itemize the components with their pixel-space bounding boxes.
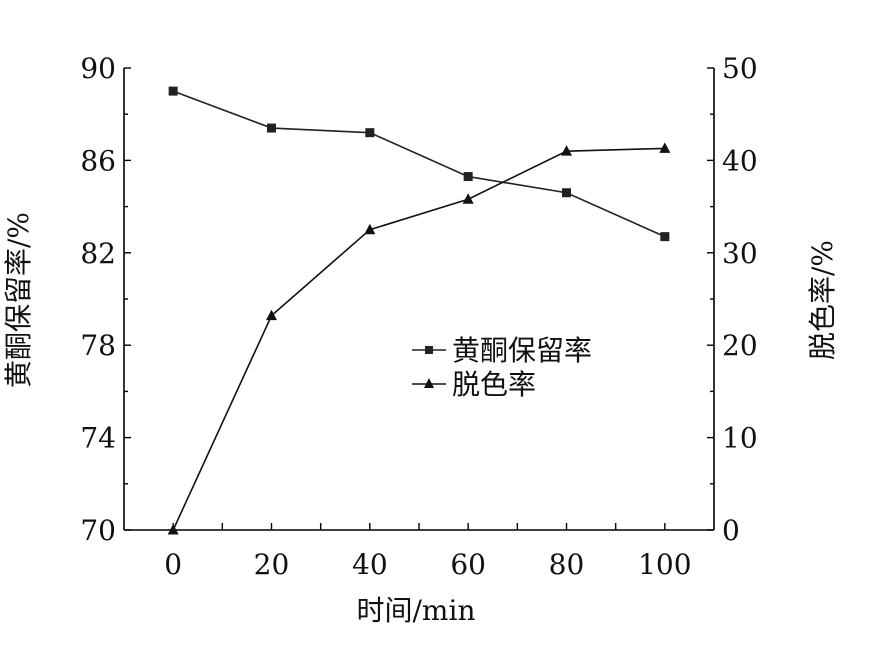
series-layer <box>167 86 671 535</box>
axes <box>123 68 715 531</box>
x-tick-label: 0 <box>164 548 182 581</box>
data-point-flavone-retention <box>660 232 670 242</box>
x-tick-label: 20 <box>254 548 290 581</box>
data-point-decolorization <box>266 309 277 321</box>
right-y-tick-label: 40 <box>722 144 758 177</box>
left-y-tick-label: 82 <box>80 237 116 270</box>
right-axis-title: 脱色率/% <box>806 240 839 360</box>
left-y-tick-label: 90 <box>80 52 116 85</box>
left-y-ticks: 70 74 78 82 86 90 <box>80 52 131 547</box>
legend-item-decolor: 脱色率 <box>412 368 536 401</box>
data-point-decolorization <box>364 223 376 235</box>
legend-item-flavone: 黄酮保留率 <box>412 334 592 367</box>
data-point-decolorization <box>561 145 572 156</box>
x-tick-label: 40 <box>352 548 388 581</box>
right-y-tick-label: 50 <box>722 52 758 85</box>
right-y-tick-label: 30 <box>722 237 758 270</box>
x-axis-title: 时间/min <box>357 594 476 627</box>
left-axis-title: 黄酮保留率/% <box>2 212 35 388</box>
series-line-decolorization <box>172 147 665 531</box>
x-tick-label: 100 <box>638 548 691 581</box>
data-point-flavone-retention <box>168 86 178 96</box>
legend-square-marker-icon <box>425 346 433 354</box>
x-tick-label: 60 <box>450 548 486 581</box>
data-point-flavone-retention <box>365 128 375 138</box>
right-y-tick-label: 0 <box>722 514 740 547</box>
data-point-flavone-retention <box>562 188 571 198</box>
data-point-flavone-retention <box>463 172 473 182</box>
legend-label-decolor: 脱色率 <box>452 368 536 401</box>
x-tick-label: 80 <box>549 548 585 581</box>
data-point-flavone-retention <box>267 123 276 133</box>
left-y-tick-label: 78 <box>80 329 116 362</box>
left-y-tick-label: 74 <box>80 422 116 455</box>
right-y-ticks: 0 10 20 30 40 50 <box>707 52 758 547</box>
right-y-tick-label: 20 <box>722 329 758 362</box>
right-y-tick-label: 10 <box>722 422 758 455</box>
left-y-tick-label: 86 <box>80 144 116 177</box>
legend: 黄酮保留率 脱色率 <box>412 334 592 401</box>
data-point-decolorization <box>659 142 671 153</box>
legend-label-flavone: 黄酮保留率 <box>452 334 592 367</box>
series-line-flavone-retention <box>172 90 666 238</box>
data-point-decolorization <box>462 193 474 204</box>
data-point-decolorization <box>167 524 179 535</box>
left-y-tick-label: 70 <box>80 514 116 547</box>
x-ticks: 0 20 40 60 80 100 <box>164 523 692 581</box>
legend-triangle-marker-icon <box>424 378 434 388</box>
